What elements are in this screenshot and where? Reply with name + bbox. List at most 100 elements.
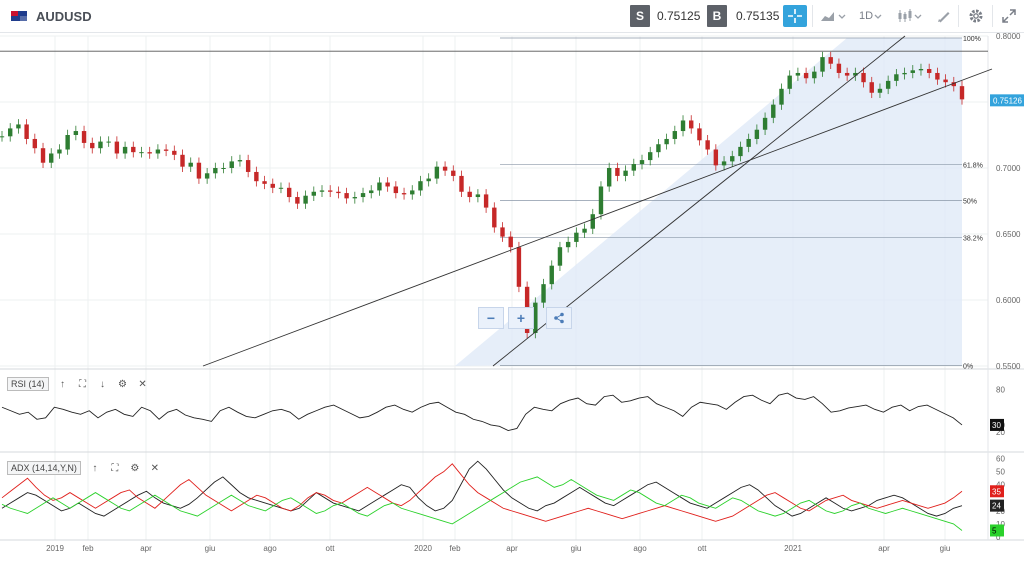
candle-body: [295, 197, 300, 204]
x-tick-label: giu: [205, 544, 216, 553]
candle-body: [49, 153, 54, 163]
candle-body: [877, 88, 883, 93]
adx-tick-label: 40: [996, 481, 1005, 490]
zoom-in-button[interactable]: +: [508, 307, 534, 329]
adx-series-line: [1, 476, 963, 531]
candle-body: [713, 149, 719, 166]
gear-icon[interactable]: ⚙: [118, 378, 127, 390]
candle-body: [500, 227, 505, 237]
zoom-out-button[interactable]: −: [478, 307, 504, 329]
candle-body: [180, 154, 185, 167]
zoom-controls: − +: [478, 307, 572, 329]
x-tick-label: giu: [940, 544, 951, 553]
candle-body: [680, 120, 686, 132]
candle-body: [738, 146, 743, 157]
fib-level-label: 0%: [963, 363, 973, 370]
candle-body: [369, 190, 374, 194]
adx-tick-label: 10: [996, 520, 1005, 529]
share-button[interactable]: [546, 307, 572, 329]
candle-body: [114, 141, 120, 154]
candle-body: [951, 82, 956, 87]
x-tick-label: ott: [698, 544, 708, 553]
resize-icon[interactable]: ⛶: [79, 378, 87, 390]
close-icon[interactable]: ✕: [150, 462, 160, 474]
candle-body: [943, 79, 948, 83]
adx-legend: ADX (14,14,Y,N) ↑ ⛶ ⚙ ✕: [7, 461, 161, 475]
arrow-down-icon[interactable]: ↓: [100, 378, 106, 390]
candle-body: [959, 86, 965, 100]
fib-level-label: 50%: [963, 198, 977, 205]
candle-body: [204, 173, 210, 179]
crosshair-button[interactable]: [783, 5, 807, 27]
arrow-up-icon[interactable]: ↑: [60, 378, 66, 390]
x-tick-label: 2019: [46, 544, 64, 553]
candle-body: [188, 162, 193, 167]
candle-body: [639, 160, 645, 165]
draw-tool-button[interactable]: [932, 5, 956, 27]
fullscreen-button[interactable]: [998, 5, 1020, 27]
candle-body: [894, 74, 899, 81]
candle-body: [81, 131, 87, 143]
candle-body: [106, 141, 111, 143]
candle-body: [0, 136, 5, 138]
adx-tick-label: 0: [996, 533, 1001, 542]
candles-button[interactable]: [894, 5, 926, 27]
candle-body: [746, 138, 751, 147]
candle-body: [262, 181, 267, 184]
candle-body: [598, 186, 604, 215]
resize-icon[interactable]: ⛶: [111, 462, 119, 474]
candle-body: [475, 194, 481, 198]
candle-body: [483, 194, 489, 208]
adx-value-label: 35: [992, 487, 1001, 496]
candle-body: [582, 228, 587, 233]
candle-body: [73, 131, 79, 135]
candle-body: [418, 181, 423, 191]
candle-body: [213, 168, 218, 174]
fib-level-label: 100%: [963, 36, 981, 43]
rsi-value-badge: [990, 418, 1004, 431]
area-chart-icon: [821, 12, 846, 21]
sell-button[interactable]: S: [630, 5, 650, 27]
close-icon[interactable]: ✕: [138, 378, 147, 390]
candle-body: [853, 72, 858, 76]
gear-icon[interactable]: ⚙: [130, 462, 140, 474]
candle-body: [319, 190, 325, 192]
candle-body: [40, 148, 46, 163]
candle-body: [328, 190, 333, 192]
candle-body: [270, 183, 275, 188]
x-tick-label: apr: [140, 544, 152, 553]
fib-level-label: 38.2%: [963, 235, 983, 242]
candle-body: [606, 168, 612, 187]
arrow-up-icon[interactable]: ↑: [92, 462, 98, 474]
sell-price[interactable]: 0.75125: [657, 9, 701, 23]
candle-body: [32, 138, 38, 149]
axis-labels: 2019 feb apr giu ago ott 2020 feb apr giu ago ott 20…: [46, 32, 1024, 553]
candle-body: [467, 191, 472, 198]
candle-body: [795, 72, 801, 76]
toolbar-divider: [812, 5, 813, 27]
buy-price[interactable]: 0.75135: [736, 9, 780, 23]
candle-body: [172, 150, 177, 155]
buy-button[interactable]: B: [707, 5, 727, 27]
adx-value-badge: [990, 499, 1004, 512]
settings-button[interactable]: [964, 5, 988, 27]
candle-body: [237, 160, 243, 162]
candle-body: [771, 104, 776, 118]
candle-body: [935, 72, 940, 80]
candle-body: [303, 195, 308, 204]
candle-body: [754, 129, 760, 139]
adx-series-line: [1, 463, 963, 522]
timeframe-dropdown[interactable]: 1D: [856, 5, 886, 27]
chart-type-button[interactable]: [818, 5, 848, 27]
last-price-label: 0.75126: [993, 96, 1022, 105]
candle-body: [787, 75, 792, 89]
candle-body: [836, 63, 842, 73]
candle-body: [451, 170, 456, 176]
candle-body: [664, 138, 669, 145]
candle-body: [434, 166, 440, 179]
x-tick-label: ago: [633, 544, 647, 553]
rsi-value-label: 30: [992, 421, 1001, 430]
candle-body: [623, 170, 628, 176]
candle-body: [697, 128, 702, 141]
